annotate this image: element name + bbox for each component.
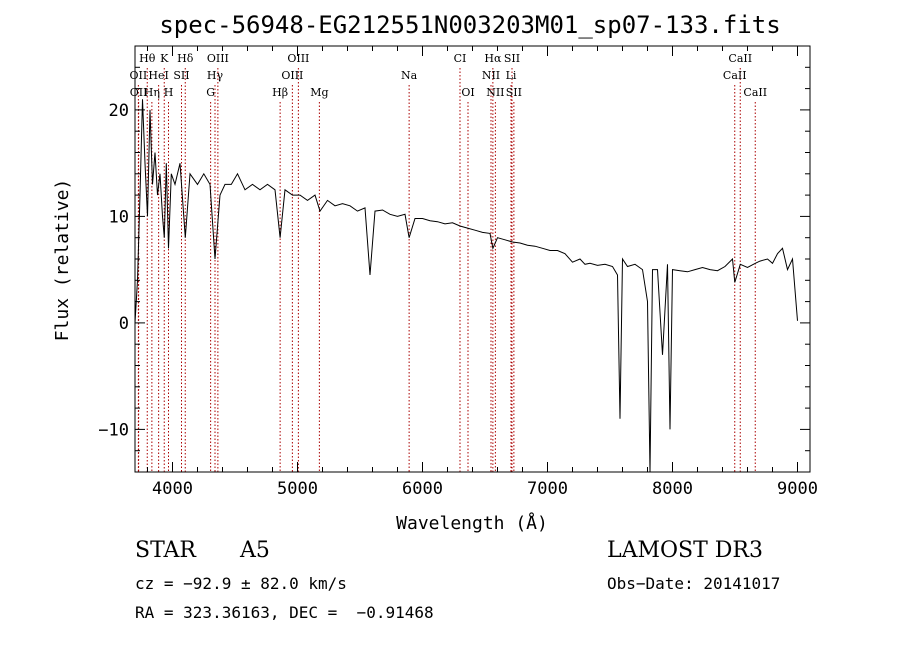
line-label-15: NII bbox=[482, 69, 500, 82]
line-label-20: H bbox=[164, 86, 174, 99]
line-label-8: CaII bbox=[728, 52, 752, 65]
line-label-10: HeI bbox=[148, 69, 168, 82]
survey-name: LAMOST DR3 bbox=[607, 538, 763, 563]
plot-frame bbox=[134, 45, 811, 473]
coordinates: RA = 323.36163, DEC = −0.91468 bbox=[135, 603, 434, 622]
y-tick-label-0: 0 bbox=[119, 314, 129, 334]
object-subclass: A5 bbox=[240, 538, 270, 563]
line-label-21: G bbox=[206, 86, 215, 99]
x-tick-label-6000: 6000 bbox=[402, 479, 443, 499]
y-tick-label-20: 20 bbox=[109, 101, 129, 121]
line-label-13: OIII bbox=[281, 69, 303, 82]
line-label-19: Hη bbox=[144, 86, 160, 99]
line-label-26: SII bbox=[506, 86, 522, 99]
y-tick-label--10: −10 bbox=[98, 420, 129, 440]
line-label-1: K bbox=[160, 52, 169, 65]
line-label-17: CaII bbox=[723, 69, 747, 82]
x-axis-label: Wavelength (Å) bbox=[396, 512, 548, 534]
line-label-18: OII bbox=[130, 86, 148, 99]
obs-date: Obs−Date: 20141017 bbox=[607, 574, 781, 593]
line-label-14: Na bbox=[401, 69, 418, 82]
line-label-5: CI bbox=[454, 52, 467, 65]
spectrum-series bbox=[134, 99, 798, 473]
line-label-6: Hα bbox=[484, 52, 502, 65]
y-tick-label-10: 10 bbox=[109, 207, 129, 227]
line-label-16: Li bbox=[506, 69, 517, 82]
object-type: STAR bbox=[135, 538, 196, 563]
line-label-27: CaII bbox=[743, 86, 767, 99]
line-label-9: OII bbox=[130, 69, 148, 82]
line-label-4: OIII bbox=[287, 52, 309, 65]
x-tick-label-5000: 5000 bbox=[277, 479, 318, 499]
line-label-23: Mg bbox=[310, 86, 328, 99]
chart-title: spec-56948-EG212551N003203M01_sp07-133.f… bbox=[159, 11, 780, 39]
spectrum-line bbox=[134, 99, 798, 473]
line-label-0: Hθ bbox=[139, 52, 156, 65]
line-label-24: OI bbox=[461, 86, 474, 99]
x-tick-label-4000: 4000 bbox=[152, 479, 193, 499]
y-axis-label: Flux (relative) bbox=[52, 179, 73, 342]
line-label-22: Hβ bbox=[272, 86, 288, 99]
x-tick-label-7000: 7000 bbox=[527, 479, 568, 499]
axes: 4000 5000 6000 7000 8000 9000 −10 0 10 20 bbox=[98, 45, 818, 499]
line-label-25: NII bbox=[486, 86, 504, 99]
x-tick-label-9000: 9000 bbox=[777, 479, 818, 499]
line-label-2: Hδ bbox=[177, 52, 194, 65]
line-label-12: Hγ bbox=[207, 69, 224, 82]
line-label-3: OIII bbox=[207, 52, 229, 65]
line-label-11: SII bbox=[173, 69, 189, 82]
line-label-7: SII bbox=[504, 52, 520, 65]
x-tick-label-8000: 8000 bbox=[652, 479, 693, 499]
redshift-cz: cz = −92.9 ± 82.0 km/s bbox=[135, 574, 347, 593]
